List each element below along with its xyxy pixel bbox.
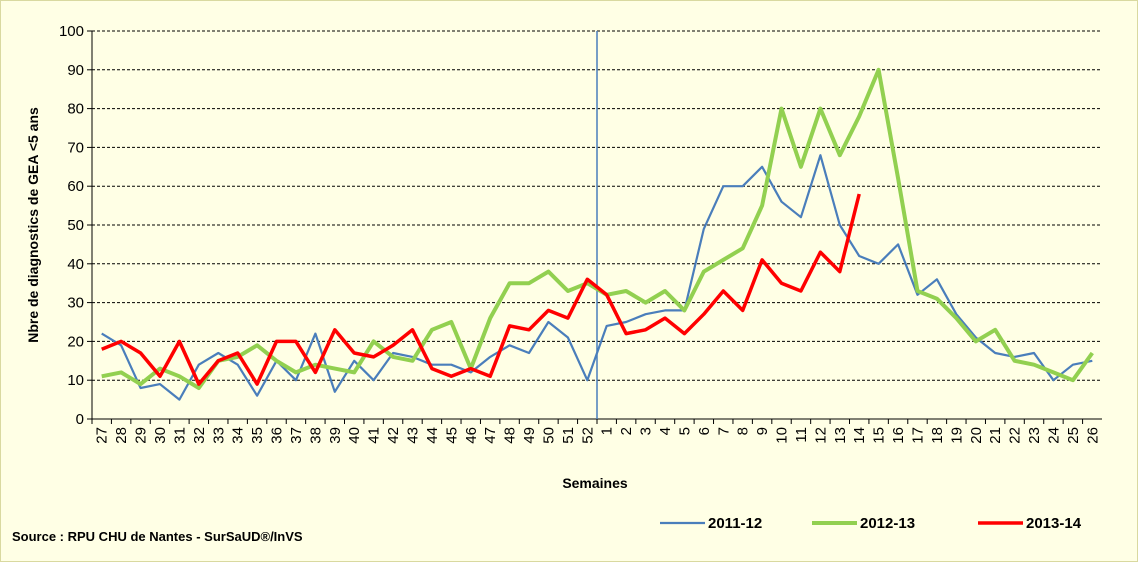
x-tick-label: 43	[404, 427, 421, 444]
x-tick-label: 26	[1084, 427, 1101, 444]
x-tick-label: 15	[871, 427, 888, 444]
x-tick-label: 28	[113, 427, 130, 444]
x-tick-label: 46	[463, 427, 480, 444]
x-tick-label: 37	[288, 427, 305, 444]
x-tick-label: 33	[210, 427, 227, 444]
x-tick-label: 14	[851, 427, 868, 444]
x-tick-label: 21	[987, 427, 1004, 444]
y-tick-label: 80	[67, 101, 84, 118]
x-tick-label: 35	[249, 427, 266, 444]
source-note: Source : RPU CHU de Nantes - SurSaUD®/In…	[12, 529, 303, 544]
legend-label: 2013-14	[1026, 515, 1082, 532]
x-tick-label: 51	[560, 427, 577, 444]
x-tick-label: 9	[754, 427, 771, 435]
x-tick-label: 39	[327, 427, 344, 444]
x-tick-label: 42	[385, 427, 402, 444]
x-tick-label: 49	[521, 427, 538, 444]
x-tick-label: 32	[191, 427, 208, 444]
x-tick-label: 22	[1007, 427, 1024, 444]
x-tick-label: 27	[94, 427, 111, 444]
series-line	[101, 193, 861, 386]
x-tick-label: 50	[540, 427, 557, 444]
series-line	[101, 154, 1093, 401]
x-tick-label: 30	[152, 427, 169, 444]
x-tick-label: 4	[657, 427, 674, 435]
x-tick-label: 3	[638, 427, 655, 435]
x-tick-label: 45	[443, 427, 460, 444]
x-tick-label: 12	[812, 427, 829, 444]
x-tick-label: 2	[618, 427, 635, 435]
x-tick-label: 1	[599, 427, 616, 435]
x-tick-label: 40	[346, 427, 363, 444]
y-tick-label: 70	[67, 139, 84, 156]
x-tick-label: 47	[482, 427, 499, 444]
x-tick-label: 16	[890, 427, 907, 444]
legend-label: 2011-12	[708, 515, 762, 532]
x-tick-label: 18	[929, 427, 946, 444]
x-tick-label: 6	[696, 427, 713, 435]
x-tick-label: 41	[366, 427, 383, 444]
y-tick-label: 30	[67, 295, 84, 312]
y-tick-label: 20	[67, 333, 84, 350]
y-tick-label: 0	[76, 411, 84, 428]
y-tick-label: 40	[67, 256, 84, 273]
x-tick-label: 23	[1026, 427, 1043, 444]
x-tick-label: 38	[307, 427, 324, 444]
y-tick-label: 90	[67, 62, 84, 79]
x-tick-label: 10	[774, 427, 791, 444]
x-tick-label: 17	[909, 427, 926, 444]
x-tick-label: 34	[230, 427, 247, 444]
x-tick-label: 36	[269, 427, 286, 444]
x-tick-label: 19	[948, 427, 965, 444]
x-tick-label: 31	[171, 427, 188, 444]
x-tick-label: 24	[1045, 427, 1062, 444]
x-axis-label: Semaines	[562, 475, 628, 491]
x-tick-label: 29	[133, 427, 150, 444]
x-tick-label: 52	[579, 427, 596, 444]
y-tick-label: 60	[67, 178, 84, 195]
y-tick-label: 50	[67, 217, 84, 234]
legend-label: 2012-13	[860, 515, 915, 532]
x-tick-label: 20	[968, 427, 985, 444]
x-tick-label: 25	[1065, 427, 1082, 444]
x-tick-label: 44	[424, 427, 441, 444]
x-tick-label: 13	[832, 427, 849, 444]
x-tick-label: 11	[793, 427, 810, 443]
x-tick-label: 7	[715, 427, 732, 435]
x-tick-label: 8	[735, 427, 752, 435]
x-tick-label: 48	[502, 427, 519, 444]
y-tick-label: 10	[67, 372, 84, 389]
y-axis-label: Nbre de diagnostics de GEA <5 ans	[25, 107, 41, 343]
x-tick-label: 5	[676, 427, 693, 435]
y-tick-label: 100	[59, 23, 84, 40]
